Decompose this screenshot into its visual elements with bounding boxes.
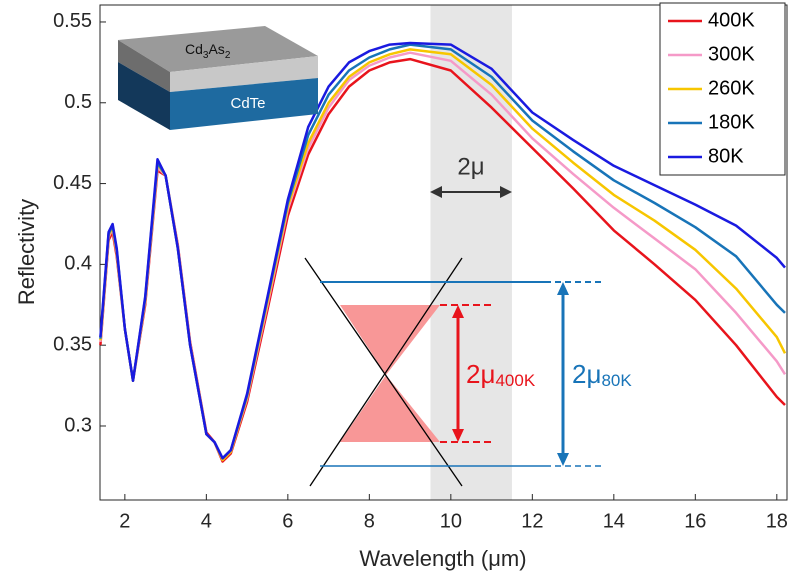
text: Cd [185,41,203,57]
inset-bottom-label: CdTe [230,95,265,112]
y-tick-label: 0.45 [53,172,92,194]
text: 2μ [572,359,601,389]
text: As [208,41,224,57]
x-tick-label: 2 [119,510,130,532]
legend-label: 300K [708,43,755,65]
x-tick-label: 16 [684,510,706,532]
y-tick-label: 0.35 [53,333,92,355]
x-tick-label: 6 [282,510,293,532]
x-tick-label: 14 [603,510,625,532]
y-tick-label: 0.4 [64,253,92,275]
text: 2μ [466,359,495,389]
inset-block: Cd3As2 CdTe [118,26,318,130]
y-axis-label: Reflectivity [14,199,39,305]
gap-80k-label: 2μ80K [572,359,632,391]
text: 80K [601,371,632,390]
text: 2 [225,50,231,61]
legend-label: 80K [708,145,744,167]
y-tick-label: 0.55 [53,10,92,32]
y-tick-label: 0.5 [64,91,92,113]
x-tick-label: 12 [521,510,543,532]
x-tick-label: 4 [201,510,212,532]
x-tick-label: 8 [364,510,375,532]
chart: 2 4 6 8 10 12 14 16 18 0.3 0.35 0.4 0.45 0.5 0.55 Cd3A… [0,0,795,583]
x-tick-label: 10 [440,510,462,532]
x-tick-label: 18 [766,510,788,532]
text: 400K [495,371,535,390]
legend-label: 260K [708,77,755,99]
band-label: 2μ [457,153,484,180]
legend-label: 400K [708,9,755,31]
x-axis-label: Wavelength (μm) [359,546,526,571]
legend-label: 180K [708,111,755,133]
y-tick-label: 0.3 [64,414,92,436]
